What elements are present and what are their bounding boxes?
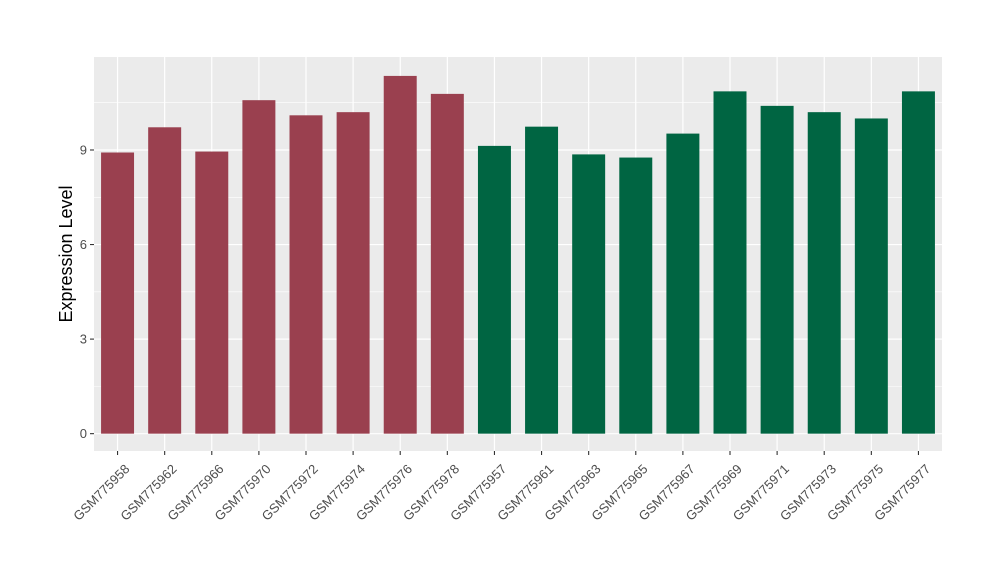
bar-GSM775970: [242, 100, 276, 434]
bar-GSM775971: [760, 105, 794, 434]
bar-GSM775966: [195, 151, 229, 434]
bar-GSM775973: [807, 112, 841, 434]
y-tick-label: 6: [80, 237, 87, 252]
bar-GSM775976: [383, 75, 417, 434]
y-axis-title: Expression Level: [56, 185, 76, 322]
bar-GSM775957: [477, 145, 511, 434]
y-axis: 0 3 6 9: [80, 142, 94, 441]
bar-GSM775978: [430, 93, 464, 434]
bar-GSM775977: [901, 91, 935, 434]
bars: [101, 75, 935, 434]
bar-GSM775958: [101, 152, 135, 434]
bar-GSM775961: [525, 126, 559, 434]
y-tick-label: 3: [80, 332, 87, 347]
bar-GSM775972: [289, 115, 323, 434]
bar-GSM775974: [336, 112, 370, 434]
bar-GSM775975: [854, 118, 888, 434]
y-tick-label: 9: [80, 142, 87, 157]
bar-GSM775962: [148, 127, 182, 434]
bar-GSM775965: [619, 157, 653, 434]
bar-GSM775967: [666, 133, 700, 434]
bar-GSM775963: [572, 154, 606, 434]
bar-GSM775969: [713, 91, 747, 434]
plot-panel: [94, 57, 942, 451]
y-tick-label: 0: [80, 426, 87, 441]
x-axis: GSM775958GSM775962GSM775966GSM775970GSM7…: [70, 451, 933, 524]
